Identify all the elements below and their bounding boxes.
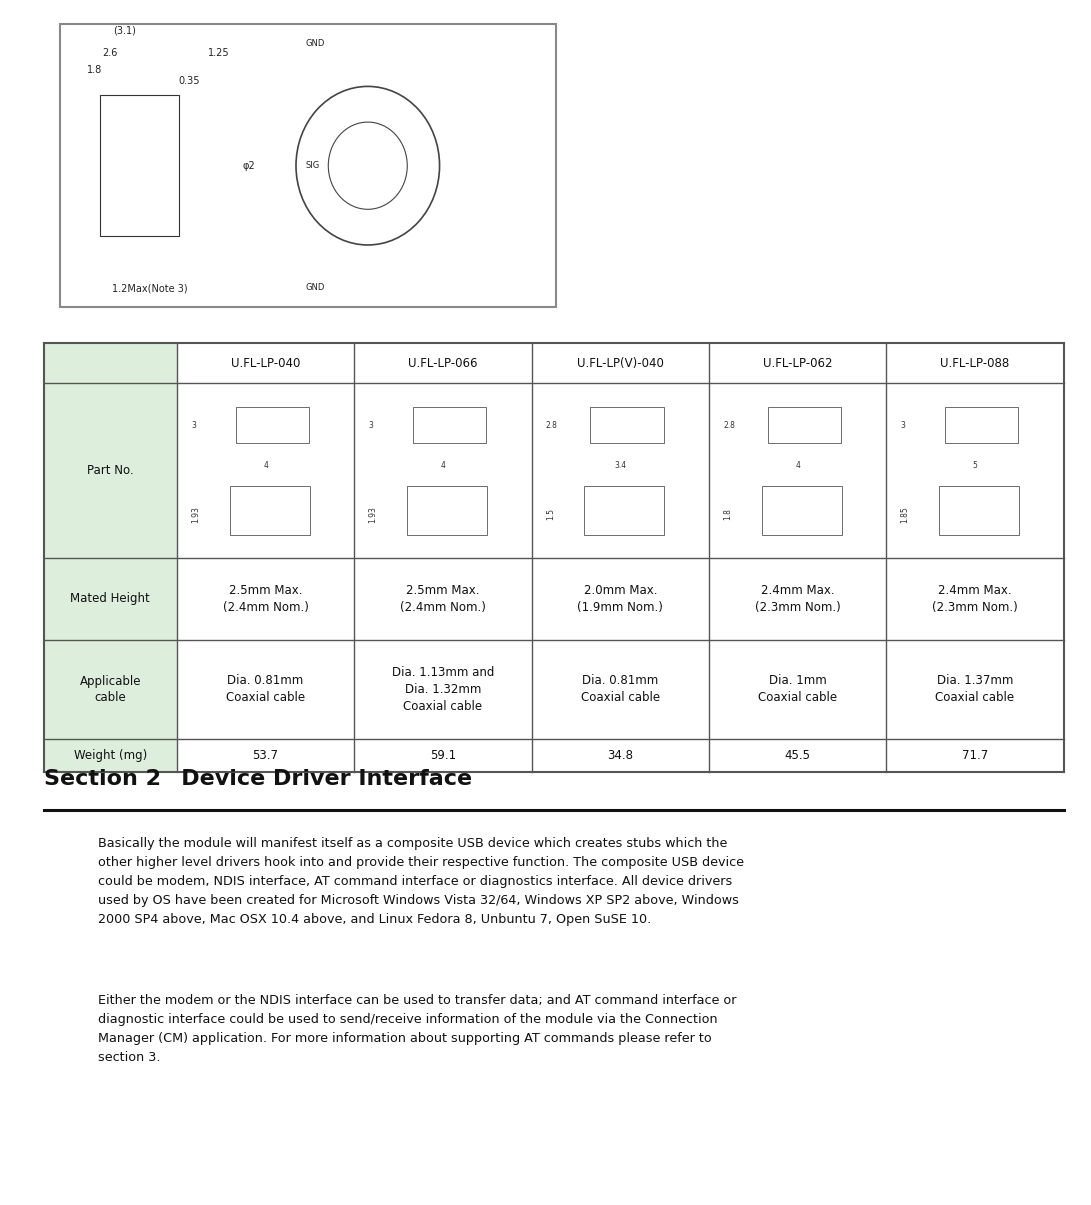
Text: U.FL-LP-066: U.FL-LP-066 [408, 357, 478, 370]
Text: (3.1): (3.1) [113, 25, 136, 35]
FancyBboxPatch shape [945, 407, 1018, 443]
Text: U.FL-LP-088: U.FL-LP-088 [940, 357, 1009, 370]
Text: 5: 5 [972, 460, 978, 470]
Text: GND: GND [305, 283, 325, 292]
Text: 1.93: 1.93 [191, 506, 200, 523]
Text: 34.8: 34.8 [608, 750, 634, 762]
Text: U.FL-LP-040: U.FL-LP-040 [231, 357, 300, 370]
Text: Device Driver Interface: Device Driver Interface [158, 769, 472, 789]
Text: Section 2: Section 2 [44, 769, 160, 789]
Text: 1.93: 1.93 [369, 506, 377, 523]
FancyBboxPatch shape [768, 407, 841, 443]
Text: 1.2Max(Note 3): 1.2Max(Note 3) [111, 283, 188, 293]
Text: 3.4: 3.4 [614, 460, 626, 470]
Text: 0.6
2.6
3: 0.6 2.6 3 [149, 151, 164, 181]
Text: 4: 4 [441, 460, 445, 470]
Text: Dia. 1.13mm and
Dia. 1.32mm
Coaxial cable: Dia. 1.13mm and Dia. 1.32mm Coaxial cabl… [392, 665, 494, 713]
FancyBboxPatch shape [590, 407, 663, 443]
Text: 0.35: 0.35 [178, 76, 200, 87]
Text: Mated Height: Mated Height [71, 593, 151, 605]
Text: Dia. 1.37mm
Coaxial cable: Dia. 1.37mm Coaxial cable [935, 675, 1015, 704]
Text: 1.5: 1.5 [546, 509, 555, 521]
Text: U.FL-LP(V)-040: U.FL-LP(V)-040 [577, 357, 663, 370]
FancyBboxPatch shape [99, 95, 179, 236]
Text: φ2: φ2 [242, 160, 255, 171]
Text: 2.4mm Max.
(2.3mm Nom.): 2.4mm Max. (2.3mm Nom.) [755, 584, 840, 613]
Text: 2.5mm Max.
(2.4mm Nom.): 2.5mm Max. (2.4mm Nom.) [400, 584, 485, 613]
Text: Weight (mg): Weight (mg) [74, 750, 147, 762]
Text: Basically the module will manifest itself as a composite USB device which create: Basically the module will manifest itsel… [98, 837, 744, 927]
Text: Part No.: Part No. [87, 464, 133, 477]
Text: 1.25: 1.25 [208, 48, 230, 58]
Text: Applicable
cable: Applicable cable [80, 675, 141, 704]
Text: 3: 3 [369, 421, 373, 430]
Text: GND: GND [305, 40, 325, 48]
FancyBboxPatch shape [230, 487, 310, 535]
Text: 53.7: 53.7 [253, 750, 278, 762]
Text: Dia. 0.81mm
Coaxial cable: Dia. 0.81mm Coaxial cable [226, 675, 305, 704]
FancyBboxPatch shape [44, 343, 177, 772]
Text: 2.8: 2.8 [723, 421, 735, 430]
FancyBboxPatch shape [939, 487, 1019, 535]
FancyBboxPatch shape [236, 407, 309, 443]
FancyBboxPatch shape [413, 407, 487, 443]
Text: 2.5mm Max.
(2.4mm Nom.): 2.5mm Max. (2.4mm Nom.) [223, 584, 309, 613]
Text: 1.8: 1.8 [87, 65, 103, 75]
Text: Dia. 1mm
Coaxial cable: Dia. 1mm Coaxial cable [758, 675, 837, 704]
Text: 1.85: 1.85 [900, 506, 910, 523]
Text: 45.5: 45.5 [784, 750, 811, 762]
Text: Either the modem or the NDIS interface can be used to transfer data; and AT comm: Either the modem or the NDIS interface c… [98, 994, 736, 1064]
Text: 71.7: 71.7 [962, 750, 988, 762]
Text: 2.6: 2.6 [101, 48, 118, 58]
Text: 2.8: 2.8 [546, 421, 558, 430]
Text: 59.1: 59.1 [430, 750, 456, 762]
FancyBboxPatch shape [585, 487, 664, 535]
FancyBboxPatch shape [407, 487, 487, 535]
FancyBboxPatch shape [60, 24, 556, 307]
Text: Dia. 0.81mm
Coaxial cable: Dia. 0.81mm Coaxial cable [580, 675, 660, 704]
Text: 1.8: 1.8 [723, 509, 732, 521]
FancyBboxPatch shape [44, 343, 1064, 772]
Text: 3: 3 [900, 421, 906, 430]
Text: 3: 3 [191, 421, 196, 430]
Text: SIG: SIG [305, 161, 320, 170]
FancyBboxPatch shape [762, 487, 841, 535]
Text: 4: 4 [263, 460, 268, 470]
Text: 2.4mm Max.
(2.3mm Nom.): 2.4mm Max. (2.3mm Nom.) [932, 584, 1018, 613]
Text: 4: 4 [795, 460, 800, 470]
Text: U.FL-LP-062: U.FL-LP-062 [763, 357, 832, 370]
Text: 2.0mm Max.
(1.9mm Nom.): 2.0mm Max. (1.9mm Nom.) [577, 584, 663, 613]
